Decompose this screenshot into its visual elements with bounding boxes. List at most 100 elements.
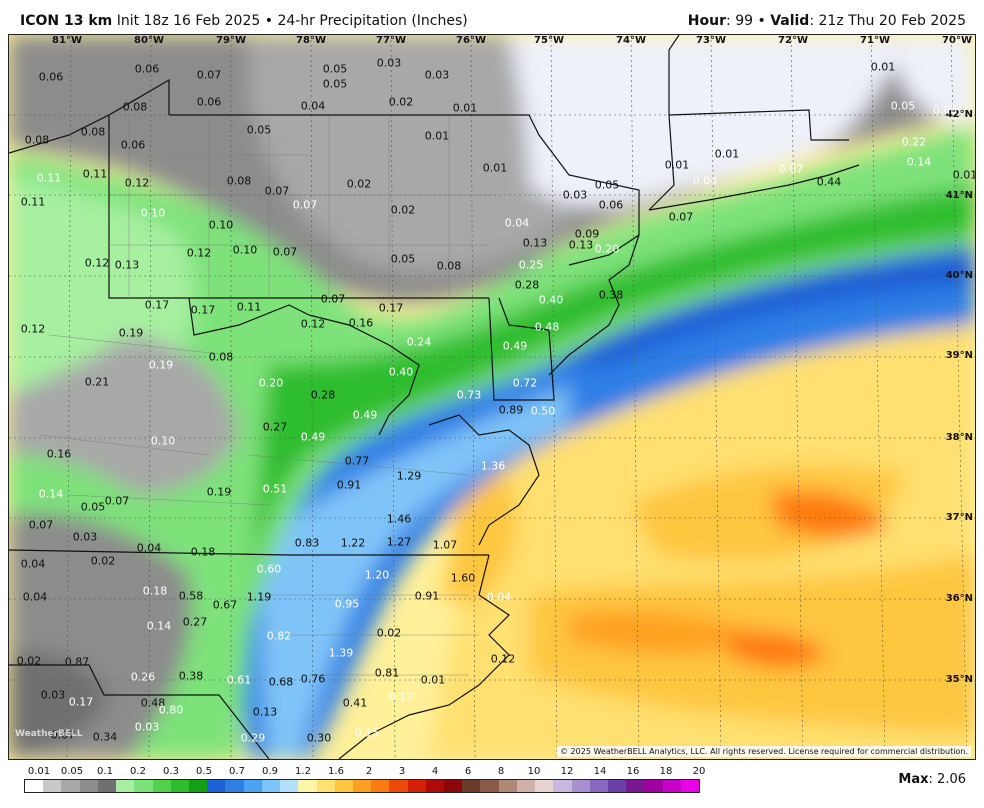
weatherbell-logo: WeatherBELL [15, 729, 83, 739]
scale-label: 2 [366, 766, 372, 777]
precip-value: 1.46 [387, 513, 412, 526]
valid-time: 21z Thu 20 Feb 2025 [819, 13, 967, 29]
precip-value: 0.08 [227, 175, 252, 188]
precip-value: 0.02 [91, 555, 116, 568]
precip-value: 0.08 [81, 126, 106, 139]
longitude-label: 76°W [456, 35, 486, 46]
precip-value: 0.49 [503, 340, 528, 353]
color-swatch [480, 780, 498, 792]
precip-value: 0.02 [389, 96, 414, 109]
color-swatch [262, 780, 280, 792]
longitude-label: 79°W [216, 35, 246, 46]
color-swatch [244, 780, 262, 792]
precip-value: 0.15 [355, 727, 380, 740]
precip-value: 1.07 [433, 539, 458, 552]
color-swatch [225, 780, 243, 792]
precip-value: 0.16 [47, 448, 72, 461]
color-swatch [408, 780, 426, 792]
precip-value: 0.30 [307, 732, 332, 745]
precip-value: 0.82 [267, 630, 292, 643]
scale-label: 20 [693, 766, 706, 777]
longitude-label: 78°W [296, 35, 326, 46]
color-swatch [626, 780, 644, 792]
scale-label: 0.3 [163, 766, 179, 777]
color-swatch [444, 780, 462, 792]
scale-label: 3 [399, 766, 405, 777]
color-swatch [462, 780, 480, 792]
color-swatch [298, 780, 316, 792]
model-name: ICON 13 km [20, 13, 112, 29]
color-swatch [189, 780, 207, 792]
precip-value: 0.05 [247, 124, 272, 137]
precip-value: 0.19 [207, 486, 232, 499]
color-swatch [280, 780, 298, 792]
scale-label: 0.2 [130, 766, 146, 777]
precip-value: 0.07 [273, 246, 298, 259]
precip-value: 0.03 [425, 69, 450, 82]
precip-value: 0.89 [499, 404, 524, 417]
precip-value: 0.58 [179, 590, 204, 603]
longitude-label: 73°W [696, 35, 726, 46]
precip-value: 0.06 [197, 96, 222, 109]
color-swatch [517, 780, 535, 792]
precip-value: 0.05 [891, 100, 916, 113]
precip-value: 0.80 [159, 704, 184, 717]
longitude-label: 77°W [376, 35, 406, 46]
precip-value: 0.06 [135, 63, 160, 76]
precip-value: 0.04 [693, 175, 718, 188]
precip-value: 0.05 [323, 78, 348, 91]
color-swatch [590, 780, 608, 792]
precip-value: 0.04 [505, 217, 530, 230]
precip-value: 0.01 [421, 674, 446, 687]
precip-value: 0.08 [209, 351, 234, 364]
precip-value: 0.18 [143, 585, 168, 598]
product-name: 24-hr Precipitation (Inches) [277, 13, 467, 29]
precip-value: 0.40 [539, 294, 564, 307]
longitude-label: 75°W [534, 35, 564, 46]
precip-value: 0.22 [902, 136, 927, 149]
precip-value: 0.08 [25, 134, 50, 147]
precip-value: 0.11 [37, 172, 62, 185]
scale-label: 0.5 [196, 766, 212, 777]
precip-value: 0.07 [669, 211, 694, 224]
precip-value: 0.14 [39, 488, 64, 501]
precip-value: 0.06 [599, 199, 624, 212]
precip-value: 0.76 [301, 673, 326, 686]
precip-value: 0.91 [415, 590, 440, 603]
precip-value: 0.04 [487, 591, 512, 604]
precip-value: 0.04 [137, 542, 162, 555]
color-scale-labels: 0.01 0.05 0.1 0.2 0.3 0.5 0.7 0.9 1.2 1.6 2 3 4 6 8 10 1… [24, 766, 700, 778]
latitude-label: 35°N [946, 674, 973, 685]
precip-value: 0.08 [437, 260, 462, 273]
precip-value: 0.12 [187, 247, 212, 260]
precip-value: 0.07 [321, 293, 346, 306]
precip-value: 0.03 [135, 721, 160, 734]
precip-value: 0.27 [263, 421, 288, 434]
precip-value: 1.20 [365, 569, 390, 582]
precip-value: 0.16 [349, 317, 374, 330]
precip-value: 0.03 [933, 104, 958, 117]
scale-label: 14 [594, 766, 607, 777]
color-swatch [171, 780, 189, 792]
precip-value: 0.05 [323, 63, 348, 76]
precip-value: 0.72 [513, 377, 538, 390]
max-label: Max [898, 772, 928, 787]
precip-value: 0.12 [491, 653, 516, 666]
scale-label: 6 [465, 766, 471, 777]
precip-value: 0.10 [209, 219, 234, 232]
precip-value: 0.34 [93, 731, 118, 744]
scale-label: 0.1 [97, 766, 113, 777]
precip-value: 0.14 [907, 156, 932, 169]
precip-value: 0.03 [563, 189, 588, 202]
precip-value: 0.02 [17, 655, 42, 668]
precip-value: 0.17 [69, 696, 94, 709]
precip-value: 0.01 [453, 102, 478, 115]
precip-value: 0.11 [21, 196, 46, 209]
scale-label: 10 [528, 766, 541, 777]
precip-value: 0.38 [179, 670, 204, 683]
color-swatch [663, 780, 681, 792]
precip-value: 1.22 [341, 537, 366, 550]
precip-value: 0.68 [269, 676, 294, 689]
precip-value: 0.07 [29, 519, 54, 532]
precip-value: 0.12 [301, 318, 326, 331]
